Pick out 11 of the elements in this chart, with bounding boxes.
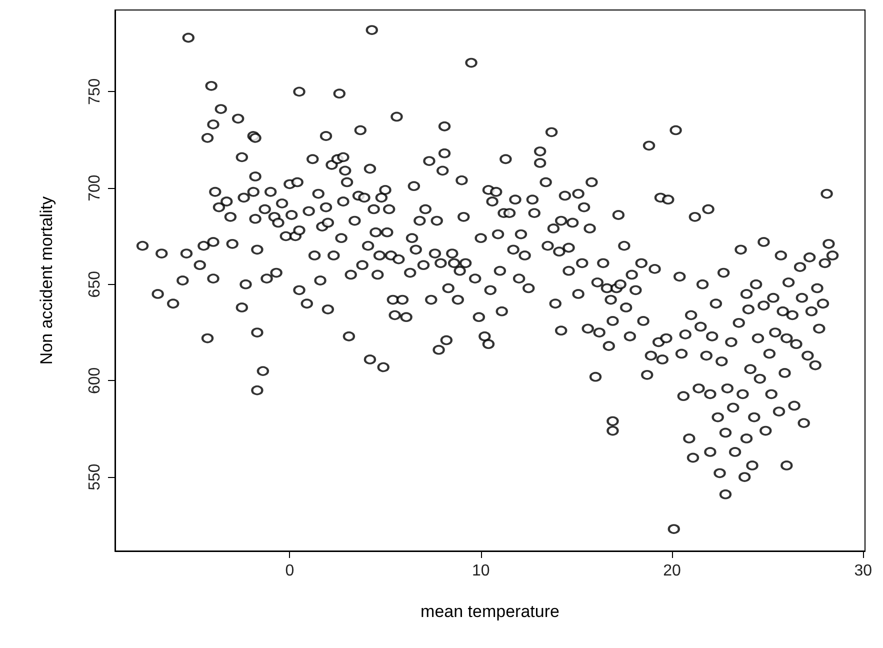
y-tick-label: 550 [86, 464, 104, 490]
x-tick-label: 0 [285, 562, 294, 580]
x-axis-title: mean temperature [420, 602, 560, 621]
y-tick-label: 700 [86, 174, 104, 202]
y-tick-label: 750 [86, 78, 104, 106]
x-tick-label: 30 [854, 562, 872, 580]
x-tick-label: 20 [663, 562, 681, 580]
y-tick-label: 600 [86, 367, 104, 394]
x-tick-label: 10 [472, 562, 490, 580]
y-axis-title: Non accident mortality [37, 196, 56, 365]
y-tick-label: 650 [86, 270, 104, 298]
